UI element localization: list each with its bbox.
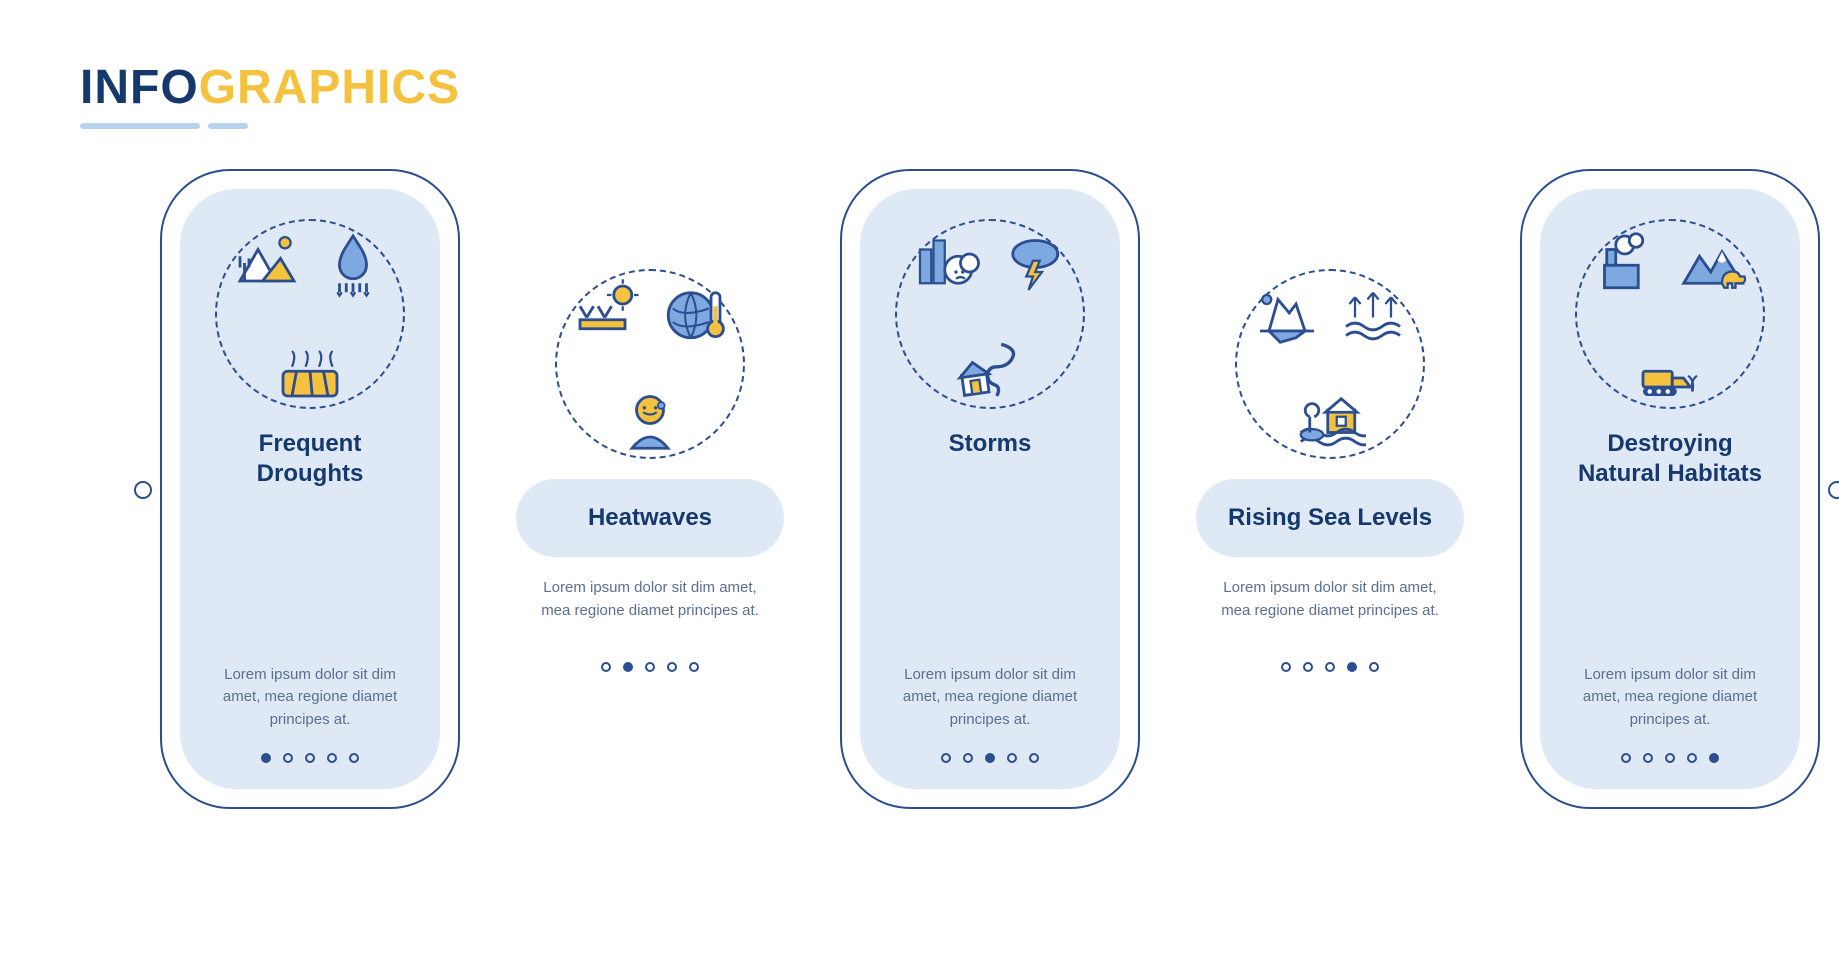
card-title: Storms [949, 429, 1032, 459]
pager-dot [1347, 662, 1357, 672]
pager-dot [349, 753, 359, 763]
card-desc: Lorem ipsum dolor sit dim amet, mea regi… [1564, 664, 1776, 732]
card-habitats: Destroying Natural Habitats Lorem ipsum d… [1520, 169, 1820, 809]
pager-dot [689, 662, 699, 672]
pager-dot [941, 753, 951, 763]
pager-dot [1281, 662, 1291, 672]
pager-dot [327, 753, 337, 763]
pager-dot [1303, 662, 1313, 672]
connector-end [1828, 481, 1839, 499]
bulldozer-plant-icon [1634, 333, 1706, 405]
title-panel: Rising Sea Levels [1196, 479, 1464, 557]
icon-ring [1235, 269, 1425, 459]
card-title: Destroying Natural Habitats [1564, 429, 1776, 489]
water-drop-down-icon [317, 227, 389, 299]
card-desc: Lorem ipsum dolor sit dim amet, mea regi… [535, 577, 765, 622]
factory-smoke-icon [1591, 227, 1663, 299]
card-title: Rising Sea Levels [1214, 503, 1446, 533]
pager-dot [623, 662, 633, 672]
hot-globe-icon [657, 277, 729, 349]
pager-dot [1621, 753, 1631, 763]
title-part1: INFO [80, 61, 199, 114]
card-storms: Storms Lorem ipsum dolor sit dim amet, me… [840, 169, 1140, 809]
card-sealevels: Rising Sea Levels Lorem ipsum dolor sit d… [1180, 259, 1480, 899]
pager-dot [261, 753, 271, 763]
page-title: INFOGRAPHICS [80, 60, 1759, 115]
icon-ring [555, 269, 745, 459]
pager-dots [941, 753, 1039, 763]
card-droughts: Frequent Droughts Lorem ipsum dolor sit d… [160, 169, 460, 809]
pager-dots [1281, 662, 1379, 672]
card-content: Storms Lorem ipsum dolor sit dim amet, me… [860, 189, 1120, 789]
pager-dot [601, 662, 611, 672]
sun-reflect-icon [571, 277, 643, 349]
pager-dot [645, 662, 655, 672]
pager-dot [1709, 753, 1719, 763]
pager-dot [305, 753, 315, 763]
mountain-animal-icon [1677, 227, 1749, 299]
card-heatwaves: Heatwaves Lorem ipsum dolor sit dim amet,… [500, 259, 800, 899]
pager-dot [985, 753, 995, 763]
pager-dot [283, 753, 293, 763]
card-content: Heatwaves Lorem ipsum dolor sit dim amet,… [500, 259, 800, 899]
card-desc: Lorem ipsum dolor sit dim amet, mea regi… [204, 664, 416, 732]
pager-dot [1665, 753, 1675, 763]
desert-icon [231, 227, 303, 299]
arrows-up-water-icon [1337, 277, 1409, 349]
pager-dot [1007, 753, 1017, 763]
pager-dots [1621, 753, 1719, 763]
header: INFOGRAPHICS [80, 60, 1759, 129]
card-content: Frequent Droughts Lorem ipsum dolor sit d… [180, 189, 440, 789]
connector-start [134, 481, 152, 499]
city-smoke-icon [911, 227, 983, 299]
pager-dot [667, 662, 677, 672]
card-title: Heatwaves [534, 503, 766, 533]
flooded-house-icon [1294, 383, 1366, 455]
cards-stage: Frequent Droughts Lorem ipsum dolor sit d… [80, 169, 1759, 949]
card-desc: Lorem ipsum dolor sit dim amet, mea regi… [884, 664, 1096, 732]
title-panel: Heatwaves [516, 479, 784, 557]
pager-dot [963, 753, 973, 763]
card-desc: Lorem ipsum dolor sit dim amet, mea regi… [1215, 577, 1445, 622]
pager-dot [1687, 753, 1697, 763]
pager-dot [1325, 662, 1335, 672]
pager-dot [1369, 662, 1379, 672]
pager-dots [601, 662, 699, 672]
sweating-person-icon [614, 383, 686, 455]
icon-ring [215, 219, 405, 409]
lightning-cloud-icon [997, 227, 1069, 299]
card-content: Rising Sea Levels Lorem ipsum dolor sit d… [1180, 259, 1480, 899]
icon-ring [895, 219, 1085, 409]
title-underline [80, 123, 1759, 129]
iceberg-melt-icon [1251, 277, 1323, 349]
cracked-earth-icon [274, 333, 346, 405]
tornado-house-icon [954, 333, 1026, 405]
title-part2: GRAPHICS [199, 61, 460, 114]
pager-dot [1643, 753, 1653, 763]
icon-ring [1575, 219, 1765, 409]
card-title: Frequent Droughts [204, 429, 416, 489]
pager-dots [261, 753, 359, 763]
card-content: Destroying Natural Habitats Lorem ipsum d… [1540, 189, 1800, 789]
pager-dot [1029, 753, 1039, 763]
